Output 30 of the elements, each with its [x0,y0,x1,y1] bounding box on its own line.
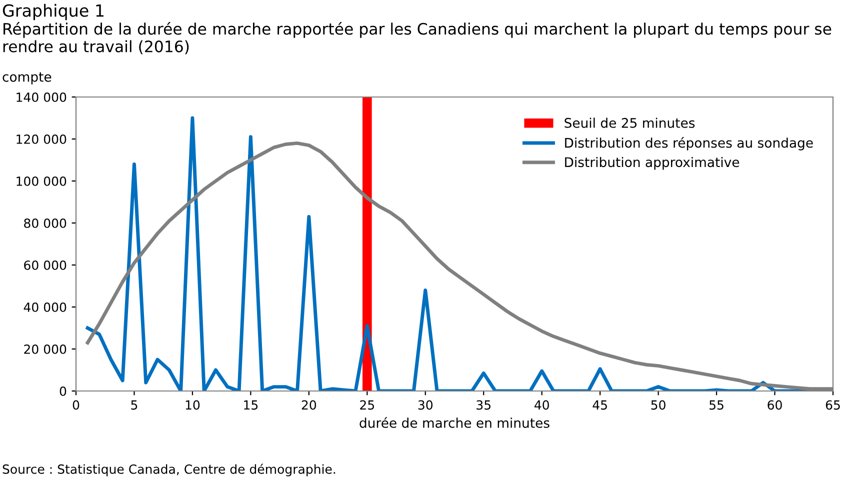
x-tick-label: 65 [826,400,840,410]
chart-subtitle: Répartition de la durée de marche rapportée par les Canadiens qui marchent la plupart du temps pour se rendre au travail (2016) [3,22,832,54]
x-tick-label: 10 [186,400,200,410]
y-tick-label: 120 000 [16,134,66,144]
legend-label: Distribution approximative [565,156,740,170]
x-axis-title: durée de marche en minutes [360,417,550,428]
y-tick-label: 0 [60,386,66,396]
y-tick-label: 80 000 [24,218,66,228]
legend-label: Seuil de 25 minutes [564,118,695,128]
x-tick-label: 50 [651,400,666,410]
x-tick-label: 45 [592,400,607,410]
y-tick-label: 40 000 [24,302,66,312]
x-tick-label: 60 [768,400,782,410]
x-tick-label: 55 [710,400,724,410]
y-tick-label: 60 000 [24,260,66,270]
x-tick-label: 30 [418,400,433,410]
chart-title: Graphique 1 [2,4,104,20]
y-axis-title: compte [2,72,52,84]
x-tick-label: 25 [360,400,374,410]
x-tick-label: 15 [244,400,258,410]
y-tick-label: 100 000 [16,176,66,186]
x-tick-label: 0 [72,400,80,410]
x-tick-label: 5 [131,400,138,410]
source-note: Source : Statistique Canada, Centre de démographie. [2,464,336,476]
x-tick-label: 40 [534,400,549,410]
legend-label: Distribution des réponses au sondage [565,137,813,150]
x-tick-label: 35 [476,400,490,410]
y-tick-label: 140 000 [16,92,66,102]
y-tick-label: 20 000 [24,344,66,354]
x-tick-label: 20 [302,400,316,410]
